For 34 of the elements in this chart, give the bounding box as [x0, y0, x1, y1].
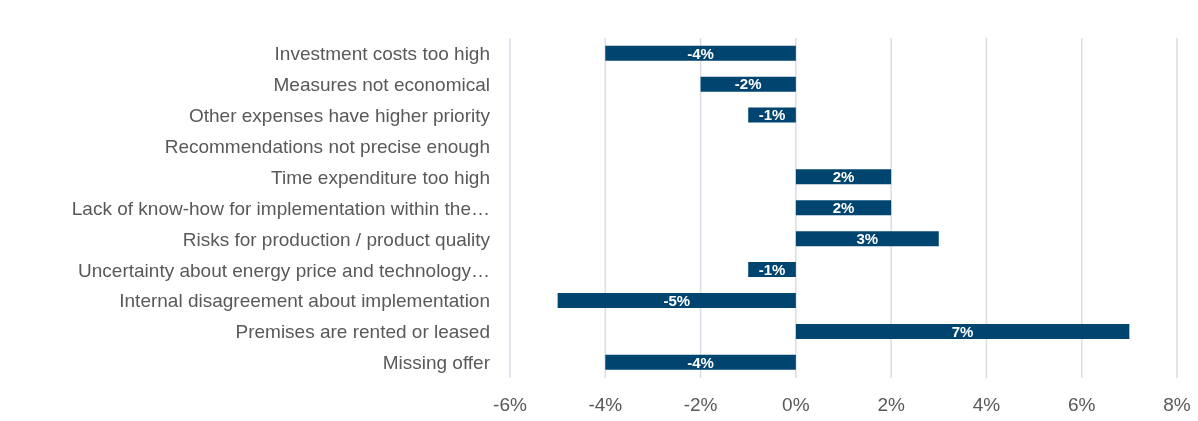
x-tick-label: 6%	[1067, 394, 1096, 416]
bar	[795, 323, 1130, 339]
y-tick-label: Recommendations not precise enough	[164, 135, 490, 157]
bar	[605, 45, 796, 61]
data-label: -1%	[758, 106, 786, 124]
data-label: -4%	[687, 353, 714, 371]
x-tick-label: 2%	[877, 394, 905, 416]
y-tick-label: Measures not economical	[273, 74, 490, 96]
x-tick-label: 4%	[972, 394, 1001, 416]
y-tick-label: Premises are rented or leased	[235, 321, 490, 343]
x-tick-label: 8%	[1163, 394, 1191, 416]
data-label: 3%	[856, 230, 879, 248]
data-label: 2%	[832, 199, 855, 217]
y-tick-label: Internal disagreement about implementation	[119, 290, 490, 312]
y-tick-label: Missing offer	[382, 352, 491, 374]
bar	[795, 231, 939, 247]
bar	[557, 293, 796, 308]
y-tick-label: Time expenditure too high	[271, 166, 490, 188]
bar	[605, 354, 796, 370]
y-tick-label: Investment costs too high	[274, 43, 490, 65]
data-label: 7%	[951, 322, 974, 340]
y-tick-label: Risks for production / product quality	[182, 228, 491, 250]
data-label: -5%	[663, 291, 691, 309]
data-label: -1%	[758, 260, 786, 278]
x-tick-label: -6%	[493, 394, 527, 416]
x-tick-label: -4%	[588, 394, 623, 416]
y-tick-label: Uncertainty about energy price and technology…	[78, 259, 490, 281]
y-tick-label: Other expenses have higher priority	[189, 105, 491, 127]
data-label: 2%	[832, 168, 855, 186]
x-tick-label: 0%	[782, 394, 810, 416]
x-tick-label: -2%	[683, 394, 718, 416]
y-tick-label: Lack of know-how for implementation within the…	[71, 197, 490, 219]
data-label: -2%	[734, 75, 762, 93]
data-label: -4%	[687, 44, 714, 62]
